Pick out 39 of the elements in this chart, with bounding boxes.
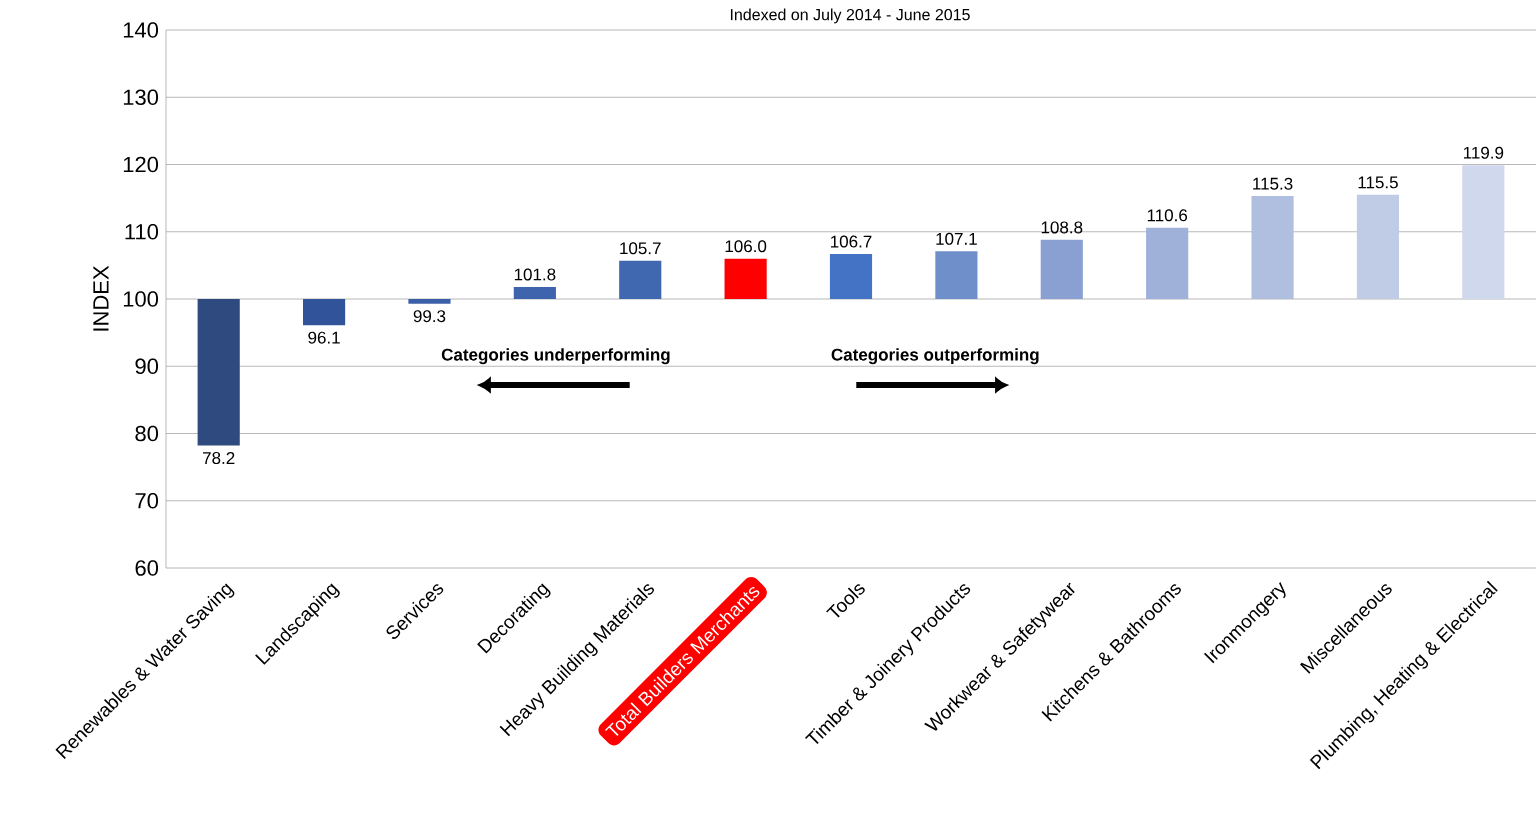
- bar: [1040, 239, 1083, 300]
- data-label: 107.1: [936, 232, 977, 245]
- bar: [829, 253, 873, 300]
- bar: [197, 299, 240, 446]
- data-label: 115.3: [1253, 177, 1293, 190]
- data-label: 106.7: [831, 235, 872, 248]
- y-tick-label: 80: [135, 425, 159, 442]
- bar: [408, 299, 451, 304]
- y-tick-label: 130: [123, 89, 159, 106]
- bar: [303, 299, 346, 326]
- y-axis-title: INDEX: [93, 265, 109, 331]
- data-label: 119.9: [1463, 146, 1504, 159]
- data-label: 101.8: [514, 268, 556, 281]
- bar: [935, 251, 978, 300]
- data-label: 115.5: [1358, 176, 1398, 189]
- y-tick-label: 100: [123, 291, 159, 307]
- bar: [619, 260, 662, 300]
- annotation: Categories underperforming: [441, 348, 670, 365]
- data-label: 110.6: [1147, 209, 1188, 222]
- data-label: 96.1: [308, 331, 340, 344]
- data-label: 78.2: [203, 452, 235, 465]
- bar: [724, 258, 767, 300]
- y-tick-label: 60: [135, 560, 159, 576]
- bar: [1251, 196, 1294, 300]
- data-label: 106.0: [725, 240, 767, 253]
- chart-title: Indexed on July 2014 - June 2015: [730, 8, 970, 24]
- bar: [1146, 227, 1189, 300]
- data-label: 108.8: [1041, 221, 1083, 234]
- data-label: 105.7: [620, 242, 661, 255]
- bar: [1356, 194, 1400, 300]
- y-tick-label: 120: [123, 156, 159, 173]
- y-tick-label: 70: [135, 492, 159, 509]
- y-tick-label: 140: [123, 22, 159, 38]
- bar: [513, 286, 556, 300]
- y-tick-label: 90: [135, 358, 159, 375]
- y-tick-label: 110: [125, 223, 159, 240]
- data-label: 99.3: [413, 310, 446, 323]
- annotation: Categories outperforming: [831, 348, 1039, 365]
- bar: [1462, 165, 1505, 300]
